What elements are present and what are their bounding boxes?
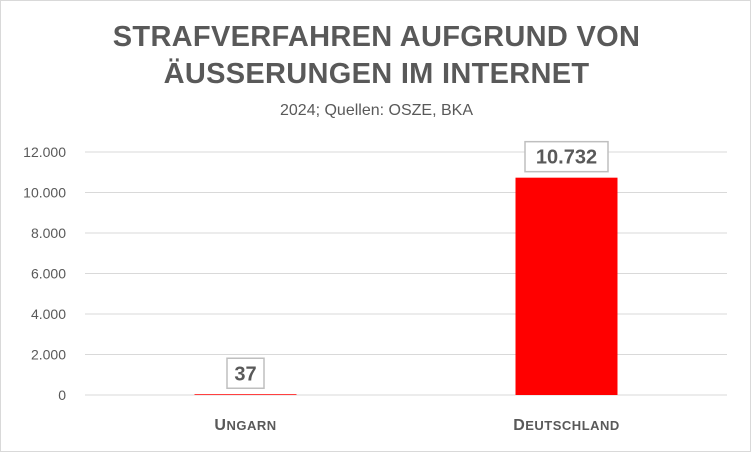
data-label: 10.732 bbox=[536, 147, 597, 169]
y-tick-label: 2.000 bbox=[31, 347, 66, 363]
data-label: 37 bbox=[234, 363, 256, 385]
data-label-box bbox=[524, 140, 609, 173]
y-tick-label: 10.000 bbox=[23, 185, 66, 201]
y-tick-label: 6.000 bbox=[31, 266, 66, 282]
chart-title-line-1: STRAFVERFAHREN AUFGRUND VON bbox=[112, 21, 641, 53]
y-tick-label: 0 bbox=[58, 387, 66, 403]
y-tick-label: 8.000 bbox=[31, 225, 66, 241]
category-label: DEUTSCHLAND bbox=[513, 417, 620, 434]
chart-title: STRAFVERFAHREN AUFGRUND VON ÄUSSERUNGEN … bbox=[1, 19, 751, 93]
bar bbox=[194, 394, 297, 395]
chart-subtitle: 2024; Quellen: OSZE, BKA bbox=[280, 102, 473, 119]
bar bbox=[515, 177, 618, 395]
y-tick-label: 12.000 bbox=[23, 144, 66, 160]
chart-title-line-2: ÄUSSERUNGEN IM INTERNET bbox=[163, 58, 590, 90]
category-label: UNGARN bbox=[214, 417, 276, 434]
data-label-box bbox=[226, 357, 265, 390]
y-tick-label: 4.000 bbox=[31, 306, 66, 322]
